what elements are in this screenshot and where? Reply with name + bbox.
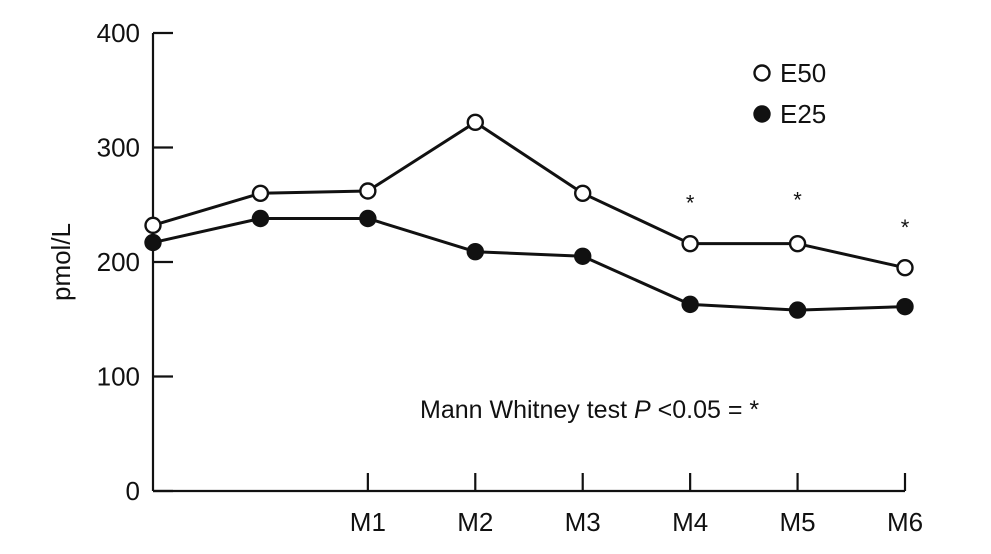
y-tick-label: 100 [97,362,140,392]
y-tick-label: 300 [97,133,140,163]
significance-star: * [793,187,802,212]
x-tick-label: M4 [672,507,708,537]
series-e50 [144,113,914,277]
data-point-e50 [896,259,914,277]
x-tick-label: M3 [565,507,601,537]
data-point-e50 [788,234,807,253]
significance-marks: * * * [686,187,910,239]
note-text-after: <0.05 = * [651,396,760,424]
y-tick-label: 200 [97,247,140,277]
x-tick-label: M2 [457,507,493,537]
legend-marker-e50 [753,64,771,82]
significance-star: * [686,191,695,216]
data-point-e50 [251,184,270,203]
x-tick-label: M6 [887,507,923,537]
data-point-e25 [896,297,914,316]
series-layer [144,113,914,319]
data-point-e50 [466,113,484,132]
legend-marker-e25 [753,105,771,123]
data-point-e25 [251,209,270,228]
y-tick-label: 0 [126,476,140,506]
data-point-e50 [144,216,162,235]
data-point-e50 [681,234,699,253]
data-point-e25 [788,301,807,319]
legend-label-e50: E50 [780,58,826,88]
x-ticks: M1 M2 M3 M4 M5 M6 [350,473,923,537]
series-line-e50 [152,120,906,270]
statistics-note: Mann Whitney test P <0.05 = * [420,396,759,424]
y-axis-label: pmol/L [46,223,76,301]
data-point-e25 [681,295,699,314]
data-point-e25 [466,242,484,261]
data-point-e50 [574,184,592,203]
data-point-e25 [574,247,592,265]
y-ticks: 0 100 200 300 400 [97,18,173,506]
data-point-e25 [359,209,377,228]
x-tick-label: M1 [350,507,386,537]
series-e25 [144,209,914,319]
y-tick-label: 400 [97,18,140,48]
data-point-e25 [144,233,162,252]
legend-label-e25: E25 [780,99,826,129]
note-text-before: Mann Whitney test [420,396,634,424]
significance-star: * [901,215,910,240]
series-line-e25 [152,216,906,312]
x-tick-label: M5 [780,507,816,537]
data-point-e50 [359,182,377,200]
note-p-italic: P [634,396,651,424]
